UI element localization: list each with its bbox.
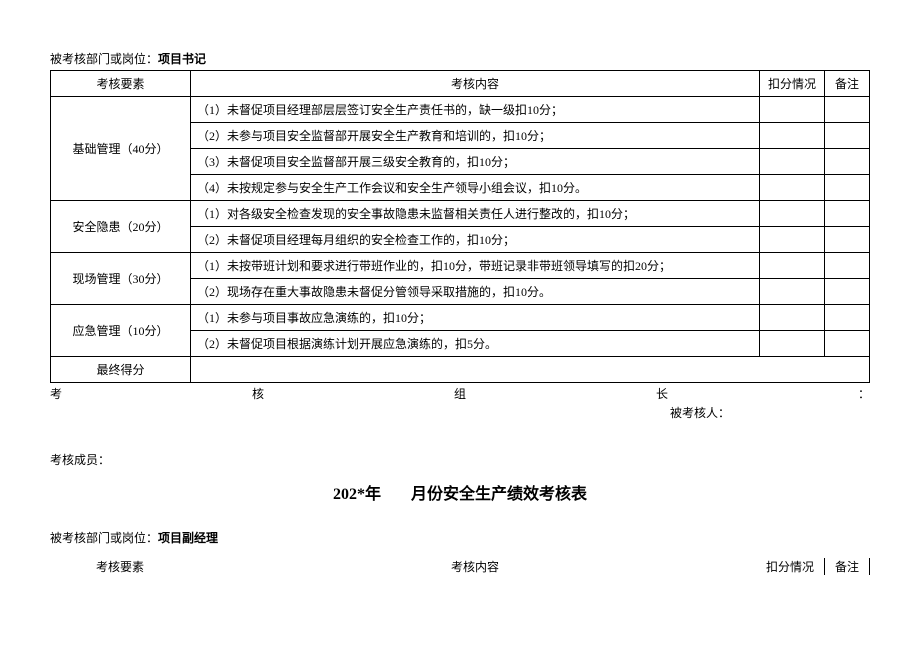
table-row: 应急管理（10分）（1）未参与项目事故应急演练的，扣10分；	[51, 305, 870, 331]
content-cell: （2）未督促项目根据演练计划开展应急演练的，扣5分。	[191, 331, 760, 357]
deduction-cell	[760, 175, 825, 201]
th2-remark: 备注	[825, 558, 870, 575]
table-row: 安全隐患（20分）（1）对各级安全检查发现的安全事故隐患未监督相关责任人进行整改…	[51, 201, 870, 227]
title-prefix: 202*年	[333, 486, 381, 503]
section1-header: 被考核部门或岗位：项目书记	[50, 50, 870, 67]
title-suffix: 月份安全生产绩效考核表	[411, 486, 587, 503]
th-element: 考核要素	[51, 71, 191, 97]
remark-cell	[825, 97, 870, 123]
content-cell: （1）未参与项目事故应急演练的，扣10分；	[191, 305, 760, 331]
section2-title: 202*年 月份安全生产绩效考核表	[50, 480, 870, 504]
remark-cell	[825, 201, 870, 227]
header-value-2: 项目副经理	[158, 531, 218, 545]
deduction-cell	[760, 227, 825, 253]
signature-row-2: 被考核人：	[50, 404, 870, 421]
th-remark: 备注	[825, 71, 870, 97]
content-cell: （3）未督促项目安全监督部开展三级安全教育的，扣10分；	[191, 149, 760, 175]
section2-header: 被考核部门或岗位：项目副经理	[50, 529, 870, 546]
deduction-cell	[760, 279, 825, 305]
content-cell: （2）未督促项目经理每月组织的安全检查工作的，扣10分；	[191, 227, 760, 253]
content-cell: （2）未参与项目安全监督部开展安全生产教育和培训的，扣10分；	[191, 123, 760, 149]
th2-content: 考核内容	[190, 558, 760, 575]
th-content: 考核内容	[191, 71, 760, 97]
table-header-row: 考核要素 考核内容 扣分情况 备注	[51, 71, 870, 97]
members-label: 考核成员：	[50, 453, 110, 467]
final-score-label: 最终得分	[51, 357, 191, 383]
assessment-table-1: 考核要素 考核内容 扣分情况 备注 基础管理（40分）（1）未督促项目经理部层层…	[50, 70, 870, 383]
header-label-2: 被考核部门或岗位：	[50, 531, 158, 545]
element-cell: 应急管理（10分）	[51, 305, 191, 357]
header-label: 被考核部门或岗位：	[50, 52, 158, 66]
sig-char: 考	[50, 385, 62, 402]
deduction-cell	[760, 149, 825, 175]
remark-cell	[825, 227, 870, 253]
deduction-cell	[760, 253, 825, 279]
section2-table-header: 考核要素 考核内容 扣分情况 备注	[50, 558, 870, 575]
element-cell: 基础管理（40分）	[51, 97, 191, 201]
header-value: 项目书记	[158, 52, 206, 66]
members-line: 考核成员：	[50, 451, 870, 468]
th2-element: 考核要素	[50, 558, 190, 575]
remark-cell	[825, 279, 870, 305]
remark-cell	[825, 253, 870, 279]
deduction-cell	[760, 305, 825, 331]
content-cell: （1）未按带班计划和要求进行带班作业的，扣10分，带班记录非带班领导填写的扣20…	[191, 253, 760, 279]
sig-char: ：	[858, 385, 870, 402]
sig-char: 核	[252, 385, 264, 402]
assessee-label: 被考核人：	[670, 406, 730, 420]
deduction-cell	[760, 331, 825, 357]
final-score-value	[191, 357, 870, 383]
signature-row-1: 考 核 组 长 ：	[50, 385, 870, 402]
element-cell: 安全隐患（20分）	[51, 201, 191, 253]
sig-char: 组	[454, 385, 466, 402]
sig-char: 长	[656, 385, 668, 402]
remark-cell	[825, 123, 870, 149]
remark-cell	[825, 149, 870, 175]
remark-cell	[825, 331, 870, 357]
content-cell: （1）未督促项目经理部层层签订安全生产责任书的，缺一级扣10分；	[191, 97, 760, 123]
remark-cell	[825, 175, 870, 201]
final-score-row: 最终得分	[51, 357, 870, 383]
th-deduction: 扣分情况	[760, 71, 825, 97]
table-row: 基础管理（40分）（1）未督促项目经理部层层签订安全生产责任书的，缺一级扣10分…	[51, 97, 870, 123]
content-cell: （2）现场存在重大事故隐患未督促分管领导采取措施的，扣10分。	[191, 279, 760, 305]
deduction-cell	[760, 123, 825, 149]
element-cell: 现场管理（30分）	[51, 253, 191, 305]
content-cell: （1）对各级安全检查发现的安全事故隐患未监督相关责任人进行整改的，扣10分；	[191, 201, 760, 227]
th2-deduction: 扣分情况	[760, 558, 825, 575]
remark-cell	[825, 305, 870, 331]
deduction-cell	[760, 97, 825, 123]
deduction-cell	[760, 201, 825, 227]
content-cell: （4）未按规定参与安全生产工作会议和安全生产领导小组会议，扣10分。	[191, 175, 760, 201]
table-row: 现场管理（30分）（1）未按带班计划和要求进行带班作业的，扣10分，带班记录非带…	[51, 253, 870, 279]
